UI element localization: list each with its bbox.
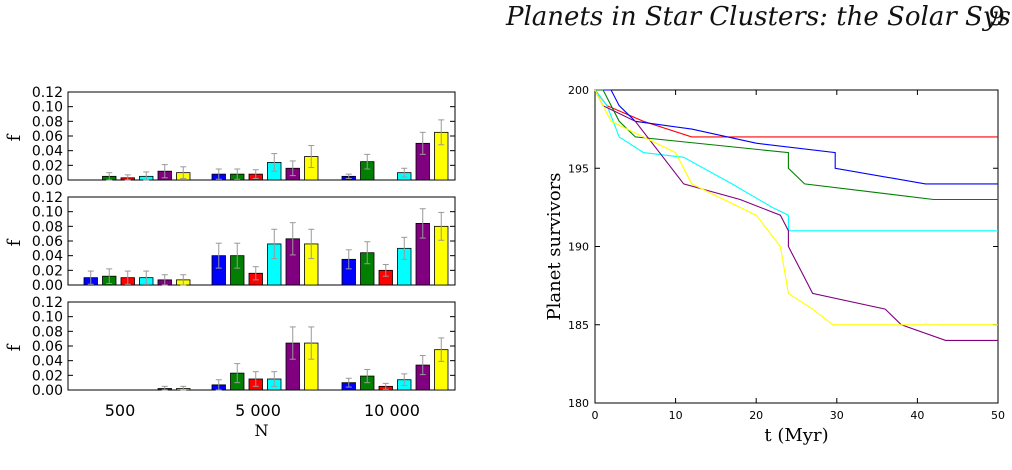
y-tick-label: 0.12 bbox=[32, 190, 63, 206]
y-tick-label: 0.08 bbox=[32, 219, 63, 235]
panel-frame bbox=[67, 301, 456, 391]
y-tick-label: 0.12 bbox=[32, 85, 63, 101]
y-tick-label: 0.04 bbox=[32, 249, 63, 265]
y-tick-label: 185 bbox=[568, 319, 589, 332]
y-axis-label: f bbox=[4, 238, 25, 246]
y-tick-label: 0.12 bbox=[32, 295, 63, 311]
page-number: 9 bbox=[988, 2, 1005, 32]
x-tick-label: 30 bbox=[830, 409, 844, 422]
y-tick-label: 0.06 bbox=[32, 339, 63, 355]
line-chart-figure: 0 10 20 30 40 50 180 185 190 195 200 t (Myr) Planet … bbox=[544, 84, 1005, 446]
y-tick-label: 200 bbox=[568, 84, 589, 97]
bar-chart-figure: 0.000.020.040.060.080.100.12f0.000.020.0… bbox=[4, 85, 456, 440]
series-line bbox=[595, 89, 998, 201]
x-axis-label: N bbox=[255, 421, 269, 440]
y-tick-label: 0.10 bbox=[32, 310, 63, 326]
y-axis-label: Planet survivors bbox=[544, 172, 565, 320]
x-tick-label: 10 bbox=[669, 409, 683, 422]
series-line bbox=[595, 89, 998, 185]
y-tick-label: 190 bbox=[568, 241, 589, 254]
y-tick-label: 0.04 bbox=[32, 144, 63, 160]
y-tick-label: 0.06 bbox=[32, 234, 63, 250]
y-tick-label: 0.02 bbox=[32, 263, 63, 279]
y-tick-label: 0.10 bbox=[32, 205, 63, 221]
y-tick-label: 0.02 bbox=[32, 368, 63, 384]
series-line bbox=[594, 89, 998, 138]
x-tick-label: 5 000 bbox=[235, 401, 281, 420]
y-tick-label: 0.08 bbox=[32, 324, 63, 340]
x-tick-label: 20 bbox=[749, 409, 763, 422]
y-tick-label: 180 bbox=[568, 397, 589, 410]
y-axis-label: f bbox=[4, 343, 25, 351]
panel-frame bbox=[67, 91, 456, 181]
page-header: Planets in Star Clusters: the Solar Syst… bbox=[480, 0, 1012, 40]
y-tick-label: 0.02 bbox=[32, 158, 63, 174]
y-tick-label: 0.00 bbox=[32, 383, 63, 399]
y-tick-label: 195 bbox=[568, 162, 589, 175]
y-axis-label: f bbox=[4, 133, 25, 141]
x-tick-label: 500 bbox=[105, 401, 136, 420]
y-tick-label: 0.08 bbox=[32, 114, 63, 130]
y-tick-label: 0.04 bbox=[32, 354, 63, 370]
x-tick-label: 40 bbox=[910, 409, 924, 422]
running-title: Planets in Star Clusters: the Solar Syst… bbox=[506, 2, 1012, 32]
y-tick-label: 0.10 bbox=[32, 100, 63, 116]
y-tick-label: 0.00 bbox=[32, 278, 63, 294]
series-line bbox=[594, 89, 998, 341]
x-tick-label: 10 000 bbox=[364, 401, 420, 420]
series-line bbox=[594, 89, 998, 326]
y-tick-label: 0.06 bbox=[32, 129, 63, 145]
x-axis-label: t (Myr) bbox=[764, 425, 828, 446]
x-tick-label: 0 bbox=[592, 409, 599, 422]
y-tick-label: 0.00 bbox=[32, 173, 63, 189]
series-line bbox=[594, 89, 998, 232]
x-tick-label: 50 bbox=[991, 409, 1005, 422]
panel-frame bbox=[67, 196, 456, 286]
